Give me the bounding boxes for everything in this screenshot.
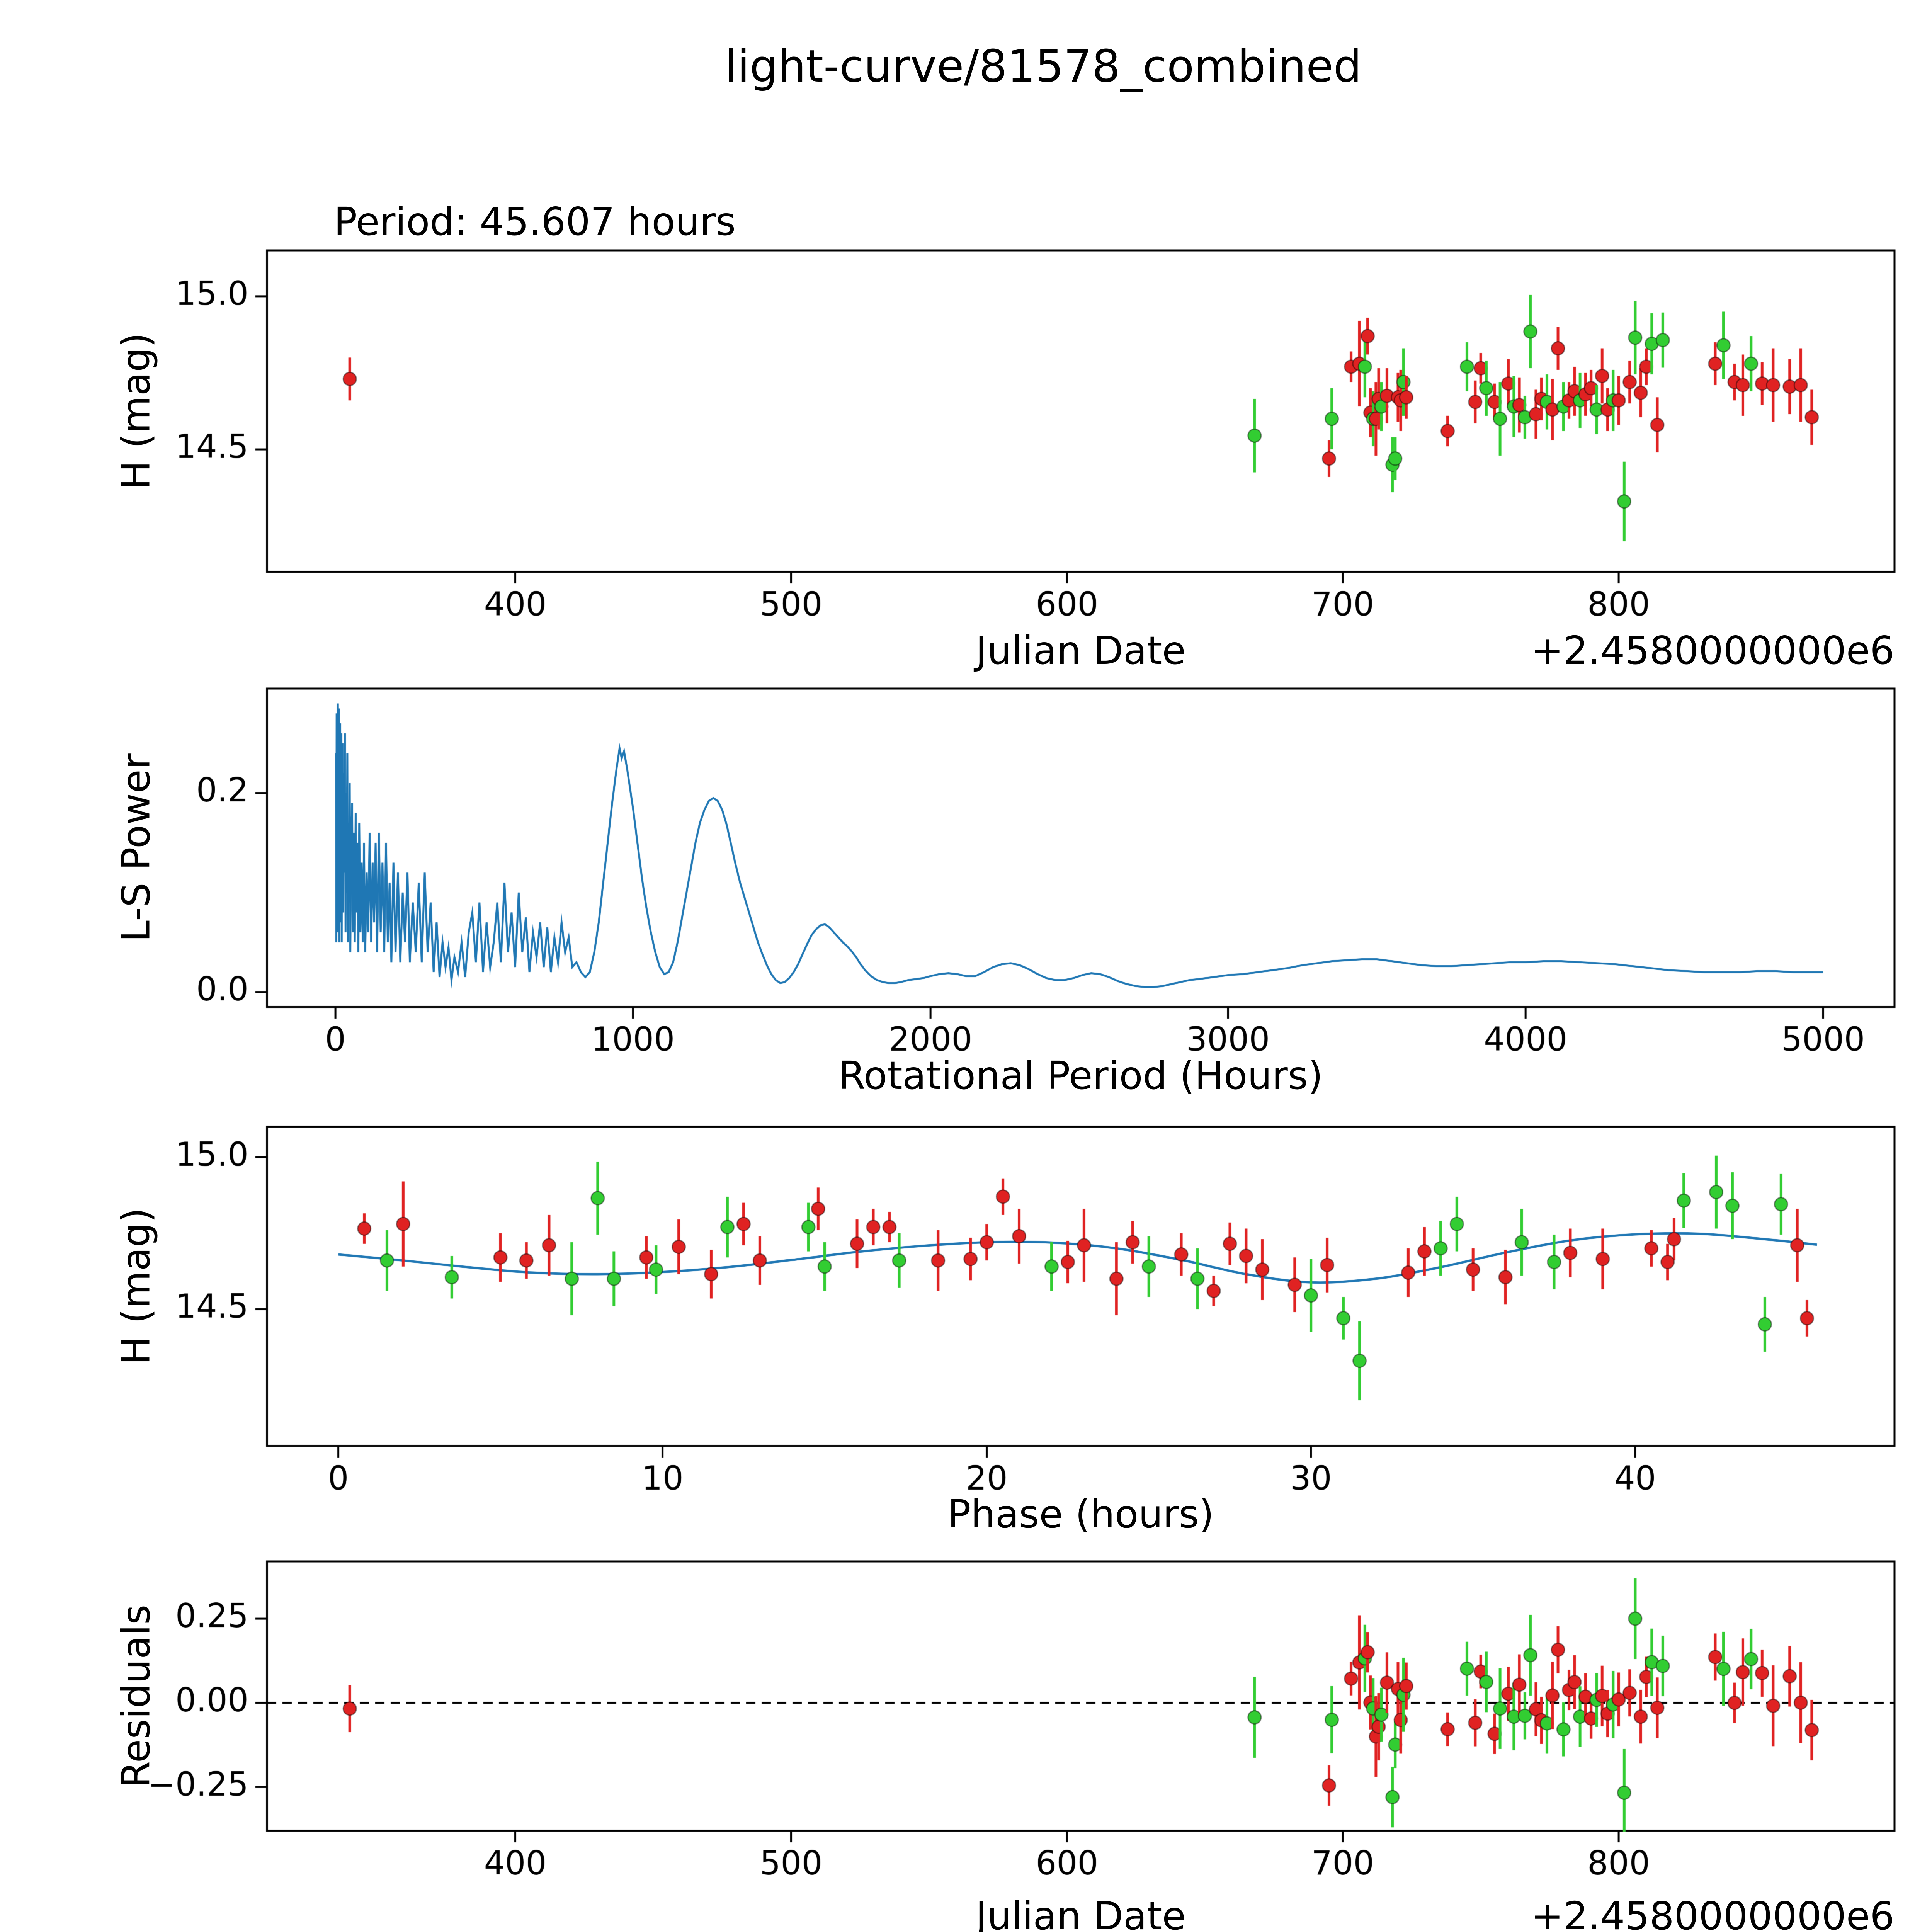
x-axis-label-rotational-period: Rotational Period (Hours): [838, 1053, 1323, 1098]
y-axis-label-h-mag-phase-panel: H (mag): [113, 1208, 159, 1365]
x-axis-label-julian-date-top: Julian Date: [976, 628, 1186, 673]
y-axis-label-ls-power: L-S Power: [113, 753, 159, 942]
y-axis-label-residuals: Residuals: [113, 1604, 159, 1788]
x-axis-offset-bottom: +2.4580000000e6: [1531, 1893, 1895, 1932]
x-axis-label-phase: Phase (hours): [947, 1492, 1214, 1537]
y-axis-label-h-mag-top-panel: H (mag): [113, 332, 159, 490]
figure-title: light-curve/81578_combined: [725, 41, 1362, 92]
x-axis-offset-top: +2.4580000000e6: [1531, 628, 1895, 673]
x-axis-label-julian-date-bottom: Julian Date: [976, 1893, 1186, 1932]
period-annotation: Period: 45.607 hours: [334, 199, 736, 244]
